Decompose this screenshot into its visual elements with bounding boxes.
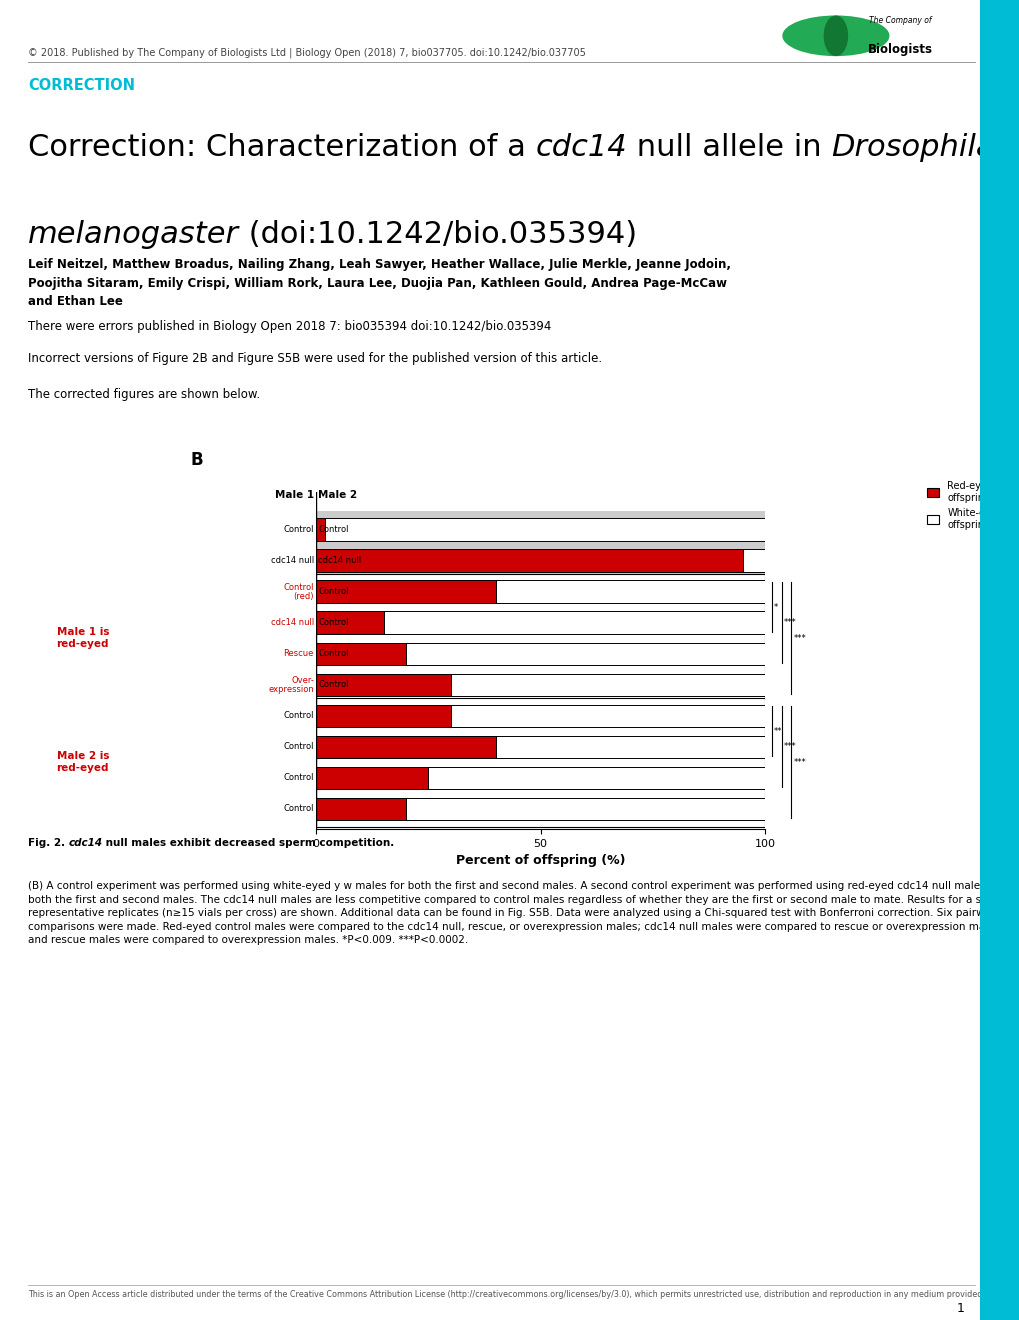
Text: cdc14: cdc14	[535, 133, 626, 162]
Text: Rescue: Rescue	[318, 774, 348, 783]
Bar	[316, 767, 764, 789]
Text: Incorrect versions of Figure 2B and Figure S5B were used for the published versi: Incorrect versions of Figure 2B and Figu…	[28, 352, 601, 366]
Bar	[316, 797, 406, 820]
Text: Male 1: Male 1	[274, 490, 314, 500]
Text: This is an Open Access article distributed under the terms of the Creative Commo: This is an Open Access article distribut…	[28, 1290, 1019, 1299]
Text: null males exhibit decreased sperm competition.: null males exhibit decreased sperm compe…	[102, 838, 394, 849]
Text: Fig. 2.: Fig. 2.	[28, 838, 68, 849]
Text: Control
(red): Control (red)	[318, 706, 348, 725]
Bar	[316, 519, 764, 541]
Text: There were errors published in Biology Open 2018 7: bio035394 doi:10.1242/bio.03: There were errors published in Biology O…	[28, 319, 551, 333]
Text: **: **	[773, 727, 782, 735]
Text: Rescue: Rescue	[283, 649, 314, 659]
Text: ***: ***	[783, 618, 796, 627]
Bar	[316, 519, 325, 541]
Bar	[316, 511, 764, 579]
Text: The corrected figures are shown below.: The corrected figures are shown below.	[28, 388, 260, 401]
Text: ***: ***	[783, 742, 796, 751]
Text: Male 1 is
red-eyed: Male 1 is red-eyed	[56, 627, 109, 649]
Text: Control: Control	[318, 680, 348, 689]
Text: Control: Control	[283, 742, 314, 751]
Bar	[316, 549, 742, 572]
Bar	[316, 643, 764, 665]
Bar	[316, 705, 450, 727]
Text: ***: ***	[793, 758, 806, 767]
Text: Biologists: Biologists	[867, 44, 931, 57]
Text: Control: Control	[283, 774, 314, 783]
Bar	[316, 673, 764, 696]
Text: The Company of: The Company of	[868, 16, 930, 25]
Bar	[316, 574, 764, 702]
Text: Correction: Characterization of a: Correction: Characterization of a	[28, 133, 535, 162]
Bar	[316, 643, 406, 665]
Bar	[316, 673, 450, 696]
Text: B: B	[191, 451, 203, 469]
Bar	[316, 549, 764, 572]
Bar	[316, 735, 495, 758]
Text: Male 2: Male 2	[318, 490, 358, 500]
Text: Control: Control	[318, 525, 348, 535]
Bar	[316, 767, 428, 789]
Text: Over-
expression: Over- expression	[318, 800, 364, 818]
Text: Leif Neitzel, Matthew Broadus, Nailing Zhang, Leah Sawyer, Heather Wallace, Juli: Leif Neitzel, Matthew Broadus, Nailing Z…	[28, 257, 731, 308]
Text: CORRECTION: CORRECTION	[28, 78, 135, 92]
Text: Control: Control	[283, 525, 314, 535]
Bar	[316, 611, 383, 634]
Text: 1: 1	[956, 1302, 964, 1315]
Text: *: *	[773, 603, 777, 611]
Text: Control: Control	[283, 711, 314, 721]
Text: cdc14 null: cdc14 null	[270, 618, 314, 627]
Text: Drosophila: Drosophila	[830, 133, 994, 162]
Bar	[316, 698, 764, 826]
Text: melanogaster: melanogaster	[28, 220, 238, 249]
Text: ***: ***	[793, 634, 806, 643]
Bar	[316, 611, 764, 634]
Bar	[316, 735, 764, 758]
Circle shape	[782, 16, 889, 57]
Ellipse shape	[823, 16, 848, 57]
Bar	[316, 581, 764, 603]
Text: Control
(red): Control (red)	[283, 582, 314, 601]
Text: null allele in: null allele in	[626, 133, 830, 162]
Bar	[316, 705, 764, 727]
Text: (doi:10.1242/bio.035394): (doi:10.1242/bio.035394)	[238, 220, 636, 249]
Text: © 2018. Published by The Company of Biologists Ltd | Biology Open (2018) 7, bio0: © 2018. Published by The Company of Biol…	[28, 48, 585, 58]
Text: Control: Control	[318, 587, 348, 597]
Bar	[316, 581, 495, 603]
Text: Over-
expression: Over- expression	[268, 676, 314, 694]
Text: cdc14 null: cdc14 null	[270, 556, 314, 565]
Text: Control: Control	[318, 618, 348, 627]
Text: Male 2 is
red-eyed: Male 2 is red-eyed	[56, 751, 109, 774]
Text: cdc14: cdc14	[68, 838, 102, 849]
Text: Control: Control	[283, 804, 314, 813]
Text: Control: Control	[318, 649, 348, 659]
Legend: Red-eyed
offspring, White-eyed
offspring: Red-eyed offspring, White-eyed offspring	[922, 477, 1006, 533]
Text: cdc14 null: cdc14 null	[318, 556, 362, 565]
Text: cdc14 null: cdc14 null	[318, 742, 362, 751]
X-axis label: Percent of offspring (%): Percent of offspring (%)	[455, 854, 625, 867]
Text: (B) A control experiment was performed using white-eyed y w males for both the f: (B) A control experiment was performed u…	[28, 880, 1006, 945]
Bar	[316, 797, 764, 820]
Text: Biology Open: Biology Open	[993, 804, 1006, 896]
